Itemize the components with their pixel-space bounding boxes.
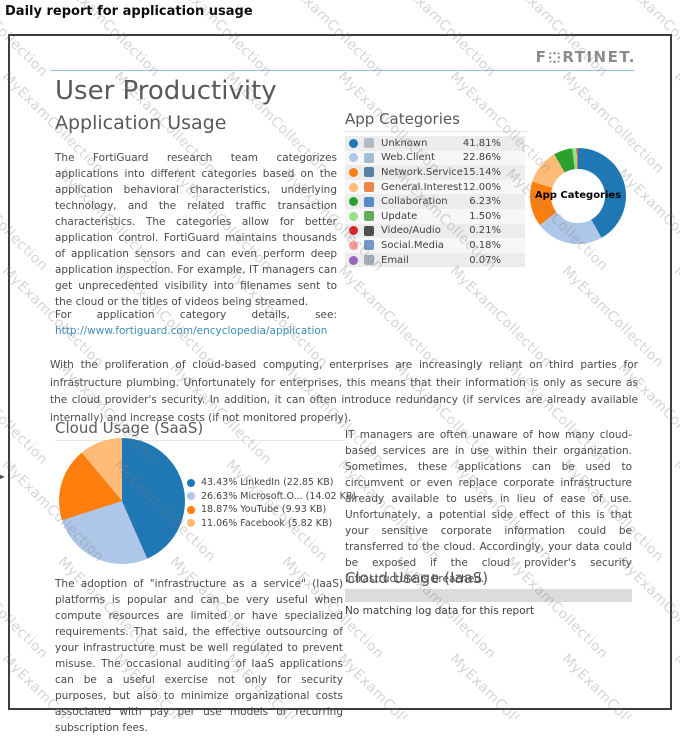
category-label: Collaboration	[381, 196, 448, 208]
category-label: General.Interest	[381, 181, 463, 193]
app-favicon-icon	[364, 196, 374, 207]
saas-legend-label: 18.87% YouTube (9.93 KB)	[201, 504, 327, 516]
app-category-row: General.Interest 12.00%	[345, 179, 525, 195]
watermark-text: MyExamCollection	[670, 457, 680, 566]
app-category-row: Video/Audio 0.21%	[345, 223, 525, 239]
mouse-cursor-icon: ➤	[0, 472, 6, 483]
iaas-paragraph: The adoption of "infrastructure as a ser…	[55, 578, 343, 734]
category-percent: 15.14%	[462, 166, 502, 178]
saas-legend-row: 11.06% Facebook (5.82 KB)	[187, 517, 356, 531]
legend-dot-icon	[187, 519, 195, 528]
app-category-row: Email 0.07%	[345, 252, 525, 268]
cloud-paragraph: With the proliferation of cloud-based co…	[50, 359, 638, 424]
app-categories-donut-chart: App Categories	[530, 148, 626, 244]
saas-legend-row: 26.63% Microsoft.O... (14.02 KB)	[187, 490, 356, 504]
category-percent: 1.50%	[469, 210, 501, 222]
app-category-row: Unknown 41.81%	[345, 136, 525, 151]
app-favicon-icon	[364, 240, 374, 251]
it-managers-paragraph: IT managers are often unaware of how man…	[345, 429, 632, 585]
category-percent: 0.07%	[469, 254, 501, 266]
saas-legend-label: 26.63% Microsoft.O... (14.02 KB)	[201, 490, 357, 502]
intro-paragraph: The FortiGuard research team categorizes…	[55, 152, 337, 308]
app-category-row: Update 1.50%	[345, 208, 525, 224]
logo-letters-rtinet: RTINET.	[562, 48, 636, 66]
category-details-lead: For application category details, see:	[55, 309, 337, 321]
legend-dot-icon	[187, 492, 195, 501]
section-title: User Productivity	[55, 76, 277, 106]
app-favicon-icon	[364, 152, 374, 163]
iaas-heading: Cloud Usage (IaaS)	[345, 569, 632, 591]
app-categories-legend: Unknown 41.81% Web.Client 22.86% Network.Ser…	[345, 136, 525, 268]
category-label: Update	[381, 210, 418, 222]
iaas-empty-table-bar	[345, 589, 632, 602]
donut-center-label: App Categories	[534, 190, 622, 201]
subsection-title: Application Usage	[55, 112, 227, 134]
donut-hole	[551, 169, 605, 223]
legend-dot-icon	[349, 211, 358, 221]
app-favicon-icon	[364, 255, 374, 266]
saas-legend-label: 43.43% LinkedIn (22.85 KB)	[201, 477, 334, 489]
saas-legend-label: 11.06% Facebook (5.82 KB)	[201, 517, 333, 529]
app-favicon-icon	[364, 167, 374, 178]
saas-legend: 43.43% LinkedIn (22.85 KB) 26.63% Microso…	[187, 476, 356, 530]
logo-dotted-o-icon	[548, 50, 562, 64]
category-label: Video/Audio	[381, 225, 441, 237]
category-percent: 6.23%	[469, 196, 501, 208]
legend-dot-icon	[349, 167, 358, 177]
watermark-text: MyExamCollection	[670, 651, 680, 719]
category-label: Unknown	[381, 137, 428, 149]
legend-dot-icon	[349, 153, 358, 163]
legend-dot-icon	[349, 255, 358, 265]
category-percent: 0.21%	[469, 225, 501, 237]
fortinet-logo: F RTINET.	[536, 48, 636, 66]
app-favicon-icon	[364, 138, 374, 149]
legend-dot-icon	[349, 197, 358, 207]
page-title: Daily report for application usage	[5, 4, 253, 19]
logo-letter-f: F	[535, 48, 548, 66]
legend-dot-icon	[349, 182, 358, 192]
category-percent: 12.00%	[462, 181, 501, 193]
category-label: Email	[381, 254, 409, 266]
saas-legend-row: 18.87% YouTube (9.93 KB)	[187, 503, 356, 517]
legend-dot-icon	[349, 240, 358, 250]
watermark-text: MyExamCollection	[670, 263, 680, 372]
category-label: Social.Media	[381, 239, 444, 251]
app-category-row: Collaboration 6.23%	[345, 194, 525, 209]
app-category-row: Web.Client 22.86%	[345, 150, 525, 166]
legend-dot-icon	[349, 226, 358, 236]
header-divider	[50, 70, 634, 71]
legend-dot-icon	[187, 505, 195, 514]
saas-legend-row: 43.43% LinkedIn (22.85 KB)	[187, 476, 356, 490]
legend-dot-icon	[187, 478, 195, 487]
category-label: Network.Service	[381, 166, 463, 178]
legend-dot-icon	[349, 138, 358, 148]
saas-heading: Cloud Usage (SaaS)	[55, 419, 345, 441]
watermark-text: MyExamCollection	[670, 69, 680, 178]
category-label: Web.Client	[381, 152, 435, 164]
category-percent: 0.18%	[469, 239, 501, 251]
category-percent: 41.81%	[462, 137, 501, 149]
fortiguard-link[interactable]: http://www.fortiguard.com/encyclopedia/a…	[55, 325, 328, 337]
saas-pie-chart	[59, 438, 185, 564]
report-page: F RTINET. User Productivity Application …	[8, 34, 672, 734]
app-favicon-icon	[364, 225, 374, 236]
iaas-empty-message: No matching log data for this report	[345, 605, 535, 617]
app-favicon-icon	[364, 182, 374, 193]
app-categories-heading: App Categories	[345, 110, 527, 132]
app-favicon-icon	[364, 211, 374, 222]
app-category-row: Social.Media 0.18%	[345, 238, 525, 253]
category-percent: 22.86%	[462, 152, 501, 164]
app-category-row: Network.Service 15.14%	[345, 165, 525, 180]
